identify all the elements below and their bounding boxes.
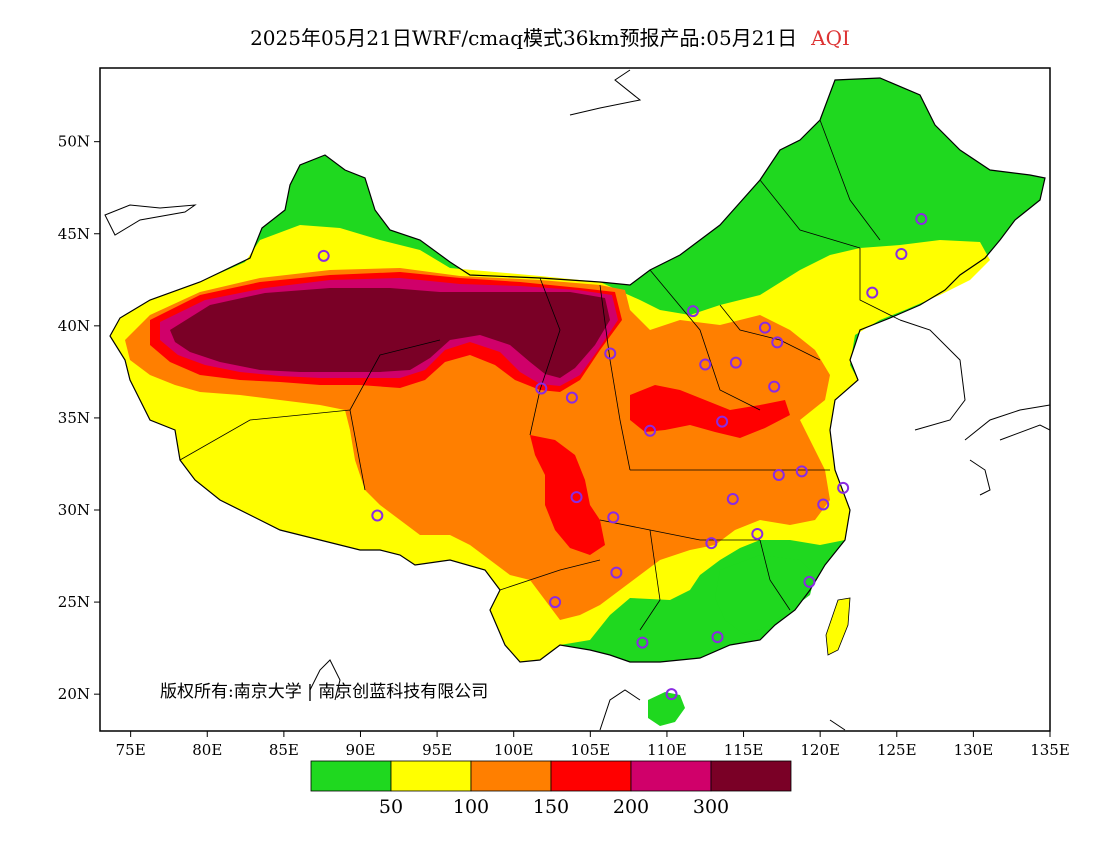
station-circle-marker [644,424,657,437]
station-circle-marker [771,336,784,349]
station-circle-marker [915,213,928,226]
legend-swatch [710,760,792,792]
station-circle-marker [549,596,562,609]
x-tick-label: 75E [116,741,146,759]
station-circle-marker [607,511,620,524]
legend-label: 100 [453,796,489,818]
station-circle-marker [711,631,724,644]
china-boundary [109,77,1046,663]
x-tick-label: 120E [800,741,840,759]
station-circle-marker [817,498,830,511]
station-circle-marker [317,249,330,262]
x-tick-label: 125E [877,741,917,759]
y-tick-label: 45N [58,225,90,243]
station-circle-marker [759,321,771,334]
region-maroon [170,288,610,378]
station-circle-marker [751,527,764,540]
y-tick-label: 20N [58,685,90,703]
station-circle-marker [604,347,617,360]
station-circle-marker [610,566,623,579]
x-tick-label: 85E [269,741,299,759]
station-circle-marker [371,509,384,522]
aqi-legend: 50 100 150 200 300 [310,760,792,818]
station-circle-marker [803,575,816,588]
copyright-text: 版权所有:南京大学 | 南京创蓝科技有限公司 [160,682,488,702]
y-tick-label: 25N [58,593,90,611]
station-circle-marker [837,481,850,494]
station-circle-marker [895,248,908,261]
station-circle-marker [768,380,781,393]
y-axis: 50N 45N 40N 35N 30N 25N 20N [58,133,100,703]
x-tick-label: 110E [647,741,687,759]
y-tick-label: 50N [58,133,90,151]
region-hainan [648,692,685,726]
province-boundaries [179,119,901,631]
y-tick-label: 30N [58,501,90,519]
x-tick-label: 135E [1030,741,1070,759]
station-circle-marker [866,286,879,299]
station-circle-marker [699,358,712,371]
title-variable: AQI [811,26,850,50]
legend-swatch [550,760,632,792]
station-circle-marker [772,469,785,482]
station-circle-marker [686,305,699,318]
station-circle-marker [716,415,729,428]
y-tick-label: 40N [58,317,90,335]
station-circle-marker [565,391,578,404]
x-tick-label: 115E [724,741,764,759]
x-tick-label: 100E [494,741,534,759]
map-area [104,69,1050,731]
station-circle-marker [795,465,808,478]
station-circle-marker [535,382,548,395]
legend-label: 200 [613,796,649,818]
legend-label: 150 [533,796,569,818]
legend-swatch [310,760,392,792]
station-circle-marker [729,356,742,369]
legend-label: 300 [693,796,729,818]
station-circle-marker [570,491,583,504]
neighbor-coastlines [104,69,1050,731]
title-main: 2025年05月21日WRF/cmaq模式36km预报产品:05月21日 [250,26,798,50]
station-circle-marker [636,636,649,649]
station-circle-marker [665,688,678,701]
station-circle-marker [705,537,718,550]
station-circle-marker [726,492,739,505]
region-taiwan [825,597,851,656]
legend-label: 50 [379,796,403,818]
map-frame [99,67,1051,732]
region-red-sichuan [530,435,605,555]
map-title: 2025年05月21日WRF/cmaq模式36km预报产品:05月21日 AQI [0,22,1100,51]
x-tick-label: 95E [422,741,452,759]
x-tick-label: 105E [571,741,611,759]
x-tick-label: 80E [192,741,222,759]
y-tick-label: 35N [58,409,90,427]
station-markers [317,213,928,701]
region-green-southeast [715,555,815,635]
x-tick-label: 130E [954,741,994,759]
legend-swatch [630,760,712,792]
legend-swatch [470,760,552,792]
region-red-central [630,385,790,438]
legend-swatch [390,760,472,792]
x-axis: 75E 80E 85E 90E 95E 100E 105E 110E 115E 120E 125E 1… [116,731,1070,759]
x-tick-label: 90E [345,741,375,759]
